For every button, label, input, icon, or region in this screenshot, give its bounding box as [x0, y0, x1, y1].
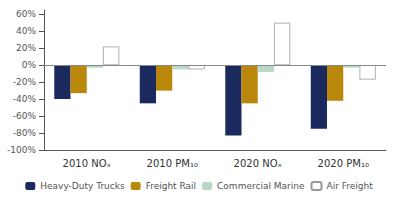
svg-text:2020 PM₁₀: 2020 PM₁₀	[318, 158, 369, 169]
svg-text:-60%: -60%	[13, 111, 37, 121]
svg-text:Freight Rail: Freight Rail	[146, 181, 196, 191]
svg-text:Air Freight: Air Freight	[326, 181, 373, 191]
svg-text:Heavy-Duty Trucks: Heavy-Duty Trucks	[40, 181, 125, 191]
svg-text:-20%: -20%	[13, 77, 37, 87]
svg-text:-80%: -80%	[13, 128, 37, 138]
svg-text:2010 PM₁₀: 2010 PM₁₀	[147, 158, 198, 169]
svg-text:2020 NOₓ: 2020 NOₓ	[234, 158, 282, 169]
svg-text:20%: 20%	[16, 43, 36, 53]
svg-text:-40%: -40%	[13, 94, 37, 104]
svg-text:60%: 60%	[16, 9, 36, 19]
svg-text:40%: 40%	[16, 26, 36, 36]
svg-text:-100%: -100%	[7, 145, 36, 155]
svg-text:2010 NOₓ: 2010 NOₓ	[63, 158, 111, 169]
svg-text:0%: 0%	[22, 60, 37, 70]
svg-text:Commercial Marine: Commercial Marine	[217, 181, 305, 191]
